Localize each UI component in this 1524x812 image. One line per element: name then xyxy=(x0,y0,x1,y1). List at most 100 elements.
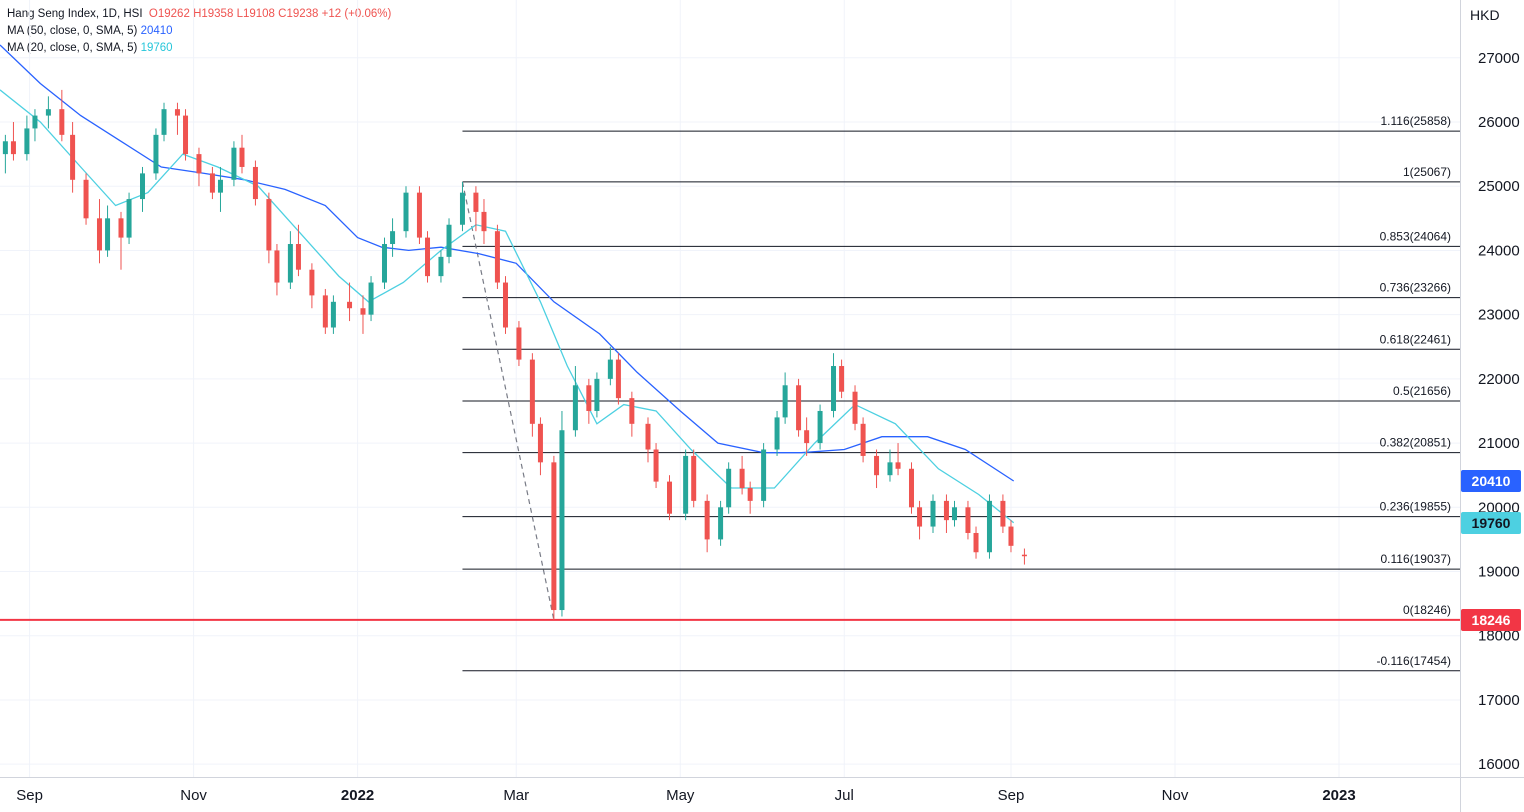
candle-body xyxy=(667,481,673,514)
time-axis-tick-label: Jul xyxy=(835,787,854,804)
candle-body xyxy=(629,398,635,424)
fib-level-label: 1.116(25858) xyxy=(1381,114,1452,128)
candle-body xyxy=(368,282,374,315)
high-value: H19358 xyxy=(193,8,234,20)
candle-body xyxy=(174,109,180,116)
low-value: L19108 xyxy=(236,8,275,20)
candle-body xyxy=(607,359,613,379)
candle-body xyxy=(559,430,565,611)
fibonacci-retracement: 1.116(25858) 1(25067) 0.853(24064) 0.736(23… xyxy=(461,114,1460,672)
fib-level-label: -0.116(17454) xyxy=(1377,654,1452,668)
price-axis-tick-label: 27000 xyxy=(1478,50,1520,67)
price-axis-tick-label: 19000 xyxy=(1478,564,1520,581)
fib-level-label: 0.382(20851) xyxy=(1380,436,1451,450)
ma20-price-tag: 19760 xyxy=(1461,511,1521,534)
legend-ma20-row: MA (20, close, 0, SMA, 5) 19760 xyxy=(7,40,391,57)
fib-level-label: 0.5(21656) xyxy=(1393,384,1451,398)
legend-symbol-row: Hang Seng Index, 1D, HSI O19262 H19358 L… xyxy=(7,6,391,23)
candle-body xyxy=(494,231,500,283)
candle-body xyxy=(529,359,535,424)
candle-body xyxy=(874,455,880,476)
candle-body xyxy=(817,410,823,444)
candle-body xyxy=(586,385,592,411)
fib-level-label: 0.116(19037) xyxy=(1381,552,1452,566)
currency-label: HKD xyxy=(1470,7,1500,23)
fib-level-label: 0.618(22461) xyxy=(1380,332,1451,346)
time-axis-tick-label: May xyxy=(666,787,695,804)
candle-body xyxy=(196,154,202,174)
candle-body xyxy=(537,423,543,463)
price-axis-tick-label: 26000 xyxy=(1478,114,1520,131)
legend-ma50-row: MA (50, close, 0, SMA, 5) 20410 xyxy=(7,23,391,40)
candle-body xyxy=(309,269,315,296)
candle-body xyxy=(360,308,366,315)
candle-body xyxy=(481,211,487,232)
candle-body xyxy=(252,166,258,200)
time-axis-tick-label: Nov xyxy=(1162,787,1189,804)
price-axis-tick-label: 23000 xyxy=(1478,307,1520,324)
candle-body xyxy=(70,134,76,180)
candle-body xyxy=(895,462,901,469)
candle-body xyxy=(551,462,557,611)
chart-legend: Hang Seng Index, 1D, HSI O19262 H19358 L… xyxy=(7,6,391,57)
candle-body xyxy=(965,507,971,533)
fib-trend-line xyxy=(461,181,555,621)
candle-body xyxy=(930,500,936,527)
candle-body xyxy=(266,199,272,251)
candle-body xyxy=(782,385,788,418)
candle-body xyxy=(516,327,522,360)
candle-body xyxy=(747,488,753,501)
candle-body xyxy=(653,449,659,482)
candle-body xyxy=(952,507,958,521)
candle-body xyxy=(615,359,621,399)
ma20-label: MA (20, close, 0, SMA, 5) xyxy=(7,42,138,54)
candle-body xyxy=(761,449,767,501)
candle-body xyxy=(45,109,51,116)
candle-body xyxy=(105,218,111,251)
candle-body xyxy=(416,192,422,238)
candle-body xyxy=(943,500,949,521)
support-price-tag: 18246 xyxy=(1461,608,1521,631)
candle-body xyxy=(438,256,444,277)
candle-body xyxy=(24,128,30,155)
ma50-label: MA (50, close, 0, SMA, 5) xyxy=(7,25,138,37)
candle-body xyxy=(645,423,651,450)
candle-body xyxy=(572,385,578,431)
time-axis-tick-label: Sep xyxy=(16,787,43,804)
candle-body xyxy=(347,301,353,309)
candle-body xyxy=(502,282,508,328)
candle-body xyxy=(986,500,992,553)
symbol-name: Hang Seng Index, 1D, HSI xyxy=(7,8,143,20)
candle-body xyxy=(860,423,866,456)
time-axis-tick-label: 2022 xyxy=(341,787,374,804)
candle-body xyxy=(887,462,893,476)
candle-body xyxy=(287,244,293,283)
candle-body xyxy=(390,231,396,245)
candle-body xyxy=(473,192,479,212)
candle-body xyxy=(32,115,38,129)
price-axis-tick-label: 25000 xyxy=(1478,178,1520,195)
candle-body xyxy=(59,109,65,135)
candle-body xyxy=(295,244,301,270)
candle-body xyxy=(796,385,802,431)
candle-body xyxy=(2,141,8,155)
candle-body xyxy=(1000,500,1006,527)
candle-body xyxy=(774,417,780,450)
candle-body xyxy=(594,378,600,411)
candle-body xyxy=(739,468,745,489)
time-axis-tick-label: Mar xyxy=(503,787,529,804)
candle-body xyxy=(973,532,979,553)
candle-body xyxy=(683,455,689,514)
open-value: O19262 xyxy=(148,8,190,20)
time-axis-tick-label: Nov xyxy=(180,787,207,804)
candle-body xyxy=(852,391,858,424)
candle-body xyxy=(804,430,810,444)
candle-body xyxy=(330,301,336,328)
fib-level-label: 0.853(24064) xyxy=(1380,229,1451,243)
candle-body xyxy=(726,468,732,508)
candle-body xyxy=(118,218,124,238)
ma50-value: 20410 xyxy=(140,25,173,37)
candle-body xyxy=(704,500,710,540)
candle-body xyxy=(381,244,387,283)
